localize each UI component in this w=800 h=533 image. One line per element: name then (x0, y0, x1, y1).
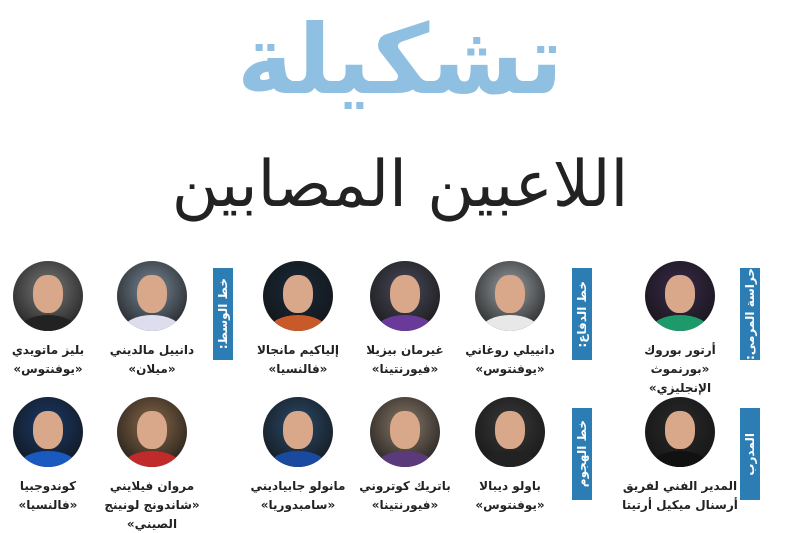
face-shape (665, 275, 695, 313)
player-card: مانولو جابياديني «سامبدوريا» (238, 397, 358, 515)
section-label-text: خط الوسط: (216, 278, 230, 350)
shirt-shape (269, 451, 327, 467)
shirt-shape (481, 451, 539, 467)
player-club: «فالنسيا» (18, 498, 78, 512)
section-label-text: حراسة المرمى: (743, 268, 757, 360)
player-avatar (117, 397, 187, 467)
player-card: دانييل مالديني «ميلان» (92, 261, 212, 379)
player-club: «يوفنتوس» (13, 362, 83, 376)
player-avatar (13, 397, 83, 467)
section-label-midfield: خط الوسط: (213, 268, 233, 360)
face-shape (137, 411, 167, 449)
player-name: بليز ماتويدي (11, 343, 85, 357)
player-avatar (645, 397, 715, 467)
section-label-attack: خط الهجوم (572, 408, 592, 500)
player-club: «يوفنتوس» (475, 498, 545, 512)
player-avatar (370, 261, 440, 331)
player-card: باتريك كوتروني «فيورنتينا» (345, 397, 465, 515)
player-club: «فيورنتينا» (371, 362, 439, 376)
face-shape (495, 275, 525, 313)
section-label-text: خط الدفاع: (575, 280, 589, 348)
player-club: «ميلان» (128, 362, 176, 376)
player-club: «شاندونج لونينج الصيني» (104, 498, 200, 531)
shirt-shape (123, 315, 181, 331)
player-club: «بورنموث الإنجليزي» (648, 362, 712, 395)
face-shape (495, 411, 525, 449)
shirt-shape (651, 315, 709, 331)
player-card: دانييلي روغاني «يوفنتوس» (450, 261, 570, 379)
player-avatar (263, 261, 333, 331)
section-label-goalkeeper: حراسة المرمى: (740, 268, 760, 360)
player-name: أرتور بوروك (644, 343, 716, 357)
player-card: مروان فيلايني «شاندونج لونينج الصيني» (92, 397, 212, 533)
player-club: «فالنسيا» (268, 362, 328, 376)
face-shape (137, 275, 167, 313)
shirt-shape (481, 315, 539, 331)
shirt-shape (376, 451, 434, 467)
face-shape (33, 275, 63, 313)
shirt-shape (376, 315, 434, 331)
section-label-text: خط الهجوم (575, 420, 589, 488)
subtitle: اللاعبين المصابين (171, 148, 629, 222)
player-avatar (13, 261, 83, 331)
player-card: غيرمان بيزيلا «فيورنتينا» (345, 261, 465, 379)
face-shape (390, 411, 420, 449)
player-club: «يوفنتوس» (475, 362, 545, 376)
player-avatar (645, 261, 715, 331)
player-name: دانييلي روغاني (465, 343, 555, 357)
player-club: «فيورنتينا» (371, 498, 439, 512)
player-name: مروان فيلايني (109, 479, 195, 493)
player-name: باتريك كوتروني (359, 479, 451, 493)
player-card: بليز ماتويدي «يوفنتوس» (0, 261, 108, 379)
section-label-coach: المدرب (740, 408, 760, 500)
face-shape (33, 411, 63, 449)
shirt-shape (19, 315, 77, 331)
player-avatar (475, 261, 545, 331)
player-card: أرتور بوروك «بورنموث الإنجليزي» (620, 261, 740, 398)
section-label-defense: خط الدفاع: (572, 268, 592, 360)
player-name: دانييل مالديني (109, 343, 195, 357)
player-avatar (370, 397, 440, 467)
player-card: المدير الفني لفريق أرسنال ميكيل أرتيتا (620, 397, 740, 515)
shirt-shape (123, 451, 181, 467)
player-club: «سامبدوريا» (260, 498, 336, 512)
shirt-shape (651, 451, 709, 467)
player-card: إلياكيم مانجالا «فالنسيا» (238, 261, 358, 379)
player-avatar (475, 397, 545, 467)
section-label-text: المدرب (743, 432, 757, 476)
face-shape (665, 411, 695, 449)
face-shape (283, 411, 313, 449)
player-card: باولو ديبالا «يوفنتوس» (450, 397, 570, 515)
player-club: أرسنال ميكيل أرتيتا (622, 498, 738, 512)
face-shape (390, 275, 420, 313)
main-title: تشكيلة (236, 4, 564, 116)
player-avatar (117, 261, 187, 331)
shirt-shape (19, 451, 77, 467)
face-shape (283, 275, 313, 313)
player-name: المدير الفني لفريق (622, 479, 738, 493)
player-card: كوندوجبيا «فالنسيا» (0, 397, 108, 515)
player-avatar (263, 397, 333, 467)
player-name: غيرمان بيزيلا (366, 343, 444, 357)
player-name: مانولو جابياديني (250, 479, 346, 493)
player-name: باولو ديبالا (479, 479, 541, 493)
player-name: كوندوجبيا (19, 479, 77, 493)
player-name: إلياكيم مانجالا (256, 343, 340, 357)
shirt-shape (269, 315, 327, 331)
